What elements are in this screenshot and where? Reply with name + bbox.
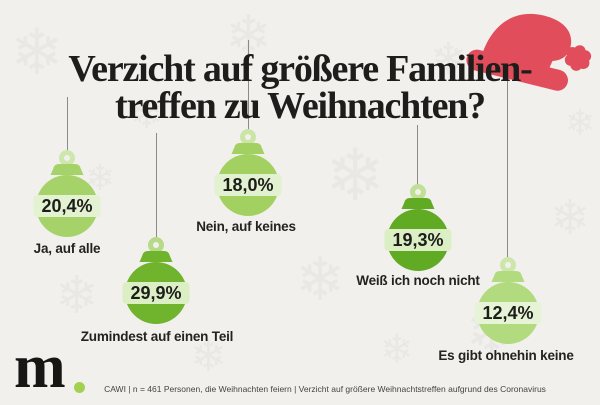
ornament-nein-keines: 18,0% (196, 128, 300, 225)
ornament-band (122, 282, 190, 304)
ornament-value: 12,4% (482, 303, 533, 323)
ornament-cap (50, 164, 84, 175)
ornament-cap (139, 251, 173, 262)
ornament-band (474, 302, 542, 324)
ornament-weiss-nicht: 19,3% (366, 183, 470, 280)
ornament-value: 20,4% (41, 196, 92, 216)
snowflake-watermark-icon: ❄ (190, 332, 227, 381)
snowflake-watermark-icon: ❄ (430, 35, 467, 84)
page-title-line2: treffen zu Weihnachten? (115, 85, 486, 127)
ornament-cap (491, 271, 525, 282)
ornament-band (384, 229, 452, 251)
ornament-label: Zumindest auf einen Teil (80, 329, 234, 344)
snowflake-watermark-icon: ❄ (325, 136, 386, 216)
santa-hat-brim (466, 49, 568, 91)
ornament-ring-hole (153, 242, 159, 248)
ornament-ring-hole (64, 155, 70, 161)
ornament-value: 19,3% (392, 230, 443, 250)
ornament-label: Es gibt ohnehin keine (438, 348, 574, 363)
ornament-label: Nein, auf keines (196, 219, 296, 234)
ornament-string (156, 133, 157, 245)
ornament-string (248, 40, 249, 137)
ornament-ring-hole (415, 189, 421, 195)
snowflake-watermark-icon: ❄ (550, 192, 591, 245)
ornament-ring-hole (505, 262, 511, 268)
ornament-band (214, 174, 282, 196)
snowflake-watermark-icon: ❄ (380, 328, 414, 372)
source-note: CAWI | n = 461 Personen, die Weihnachten… (104, 384, 546, 394)
snowflake-watermark-icon: ❄ (55, 267, 99, 325)
ornament-string (417, 125, 418, 193)
ornament-value: 29,9% (130, 283, 181, 303)
ornament-ring-hole (245, 134, 251, 140)
santa-hat-icon (466, 13, 592, 91)
ornament-zumindest-teil: 29,9% (104, 236, 208, 333)
ornament-label: Weiß ich noch nicht (356, 273, 480, 288)
ornament-cap (401, 198, 435, 209)
page-title: Verzicht auf größere Familien- treffen z… (0, 48, 600, 127)
brand-logo-letter: m (14, 333, 66, 401)
ornament-band (33, 195, 101, 217)
snowflake-watermark-icon: ❄ (130, 93, 164, 137)
ornament-gibt-keine: 12,4% (456, 256, 560, 353)
ornament-string (67, 97, 68, 158)
ornament-cap (231, 143, 265, 154)
brand-logo: m (14, 336, 66, 398)
page-title-line1: Verzicht auf größere Familien- (68, 48, 532, 90)
snowflake-watermark-icon: ❄ (295, 246, 346, 313)
ornament-string (507, 80, 508, 265)
ornament-ja-auf-alle: 20,4% (15, 149, 119, 246)
brand-logo-dot (74, 382, 85, 393)
ornament-label: Ja, auf alle (33, 241, 101, 256)
santa-hat-pompom (564, 45, 592, 71)
snowflake-watermark-icon: ❄ (565, 102, 596, 143)
ornament-value: 18,0% (222, 175, 273, 195)
snowflake-watermark-icon: ❄ (10, 16, 64, 88)
